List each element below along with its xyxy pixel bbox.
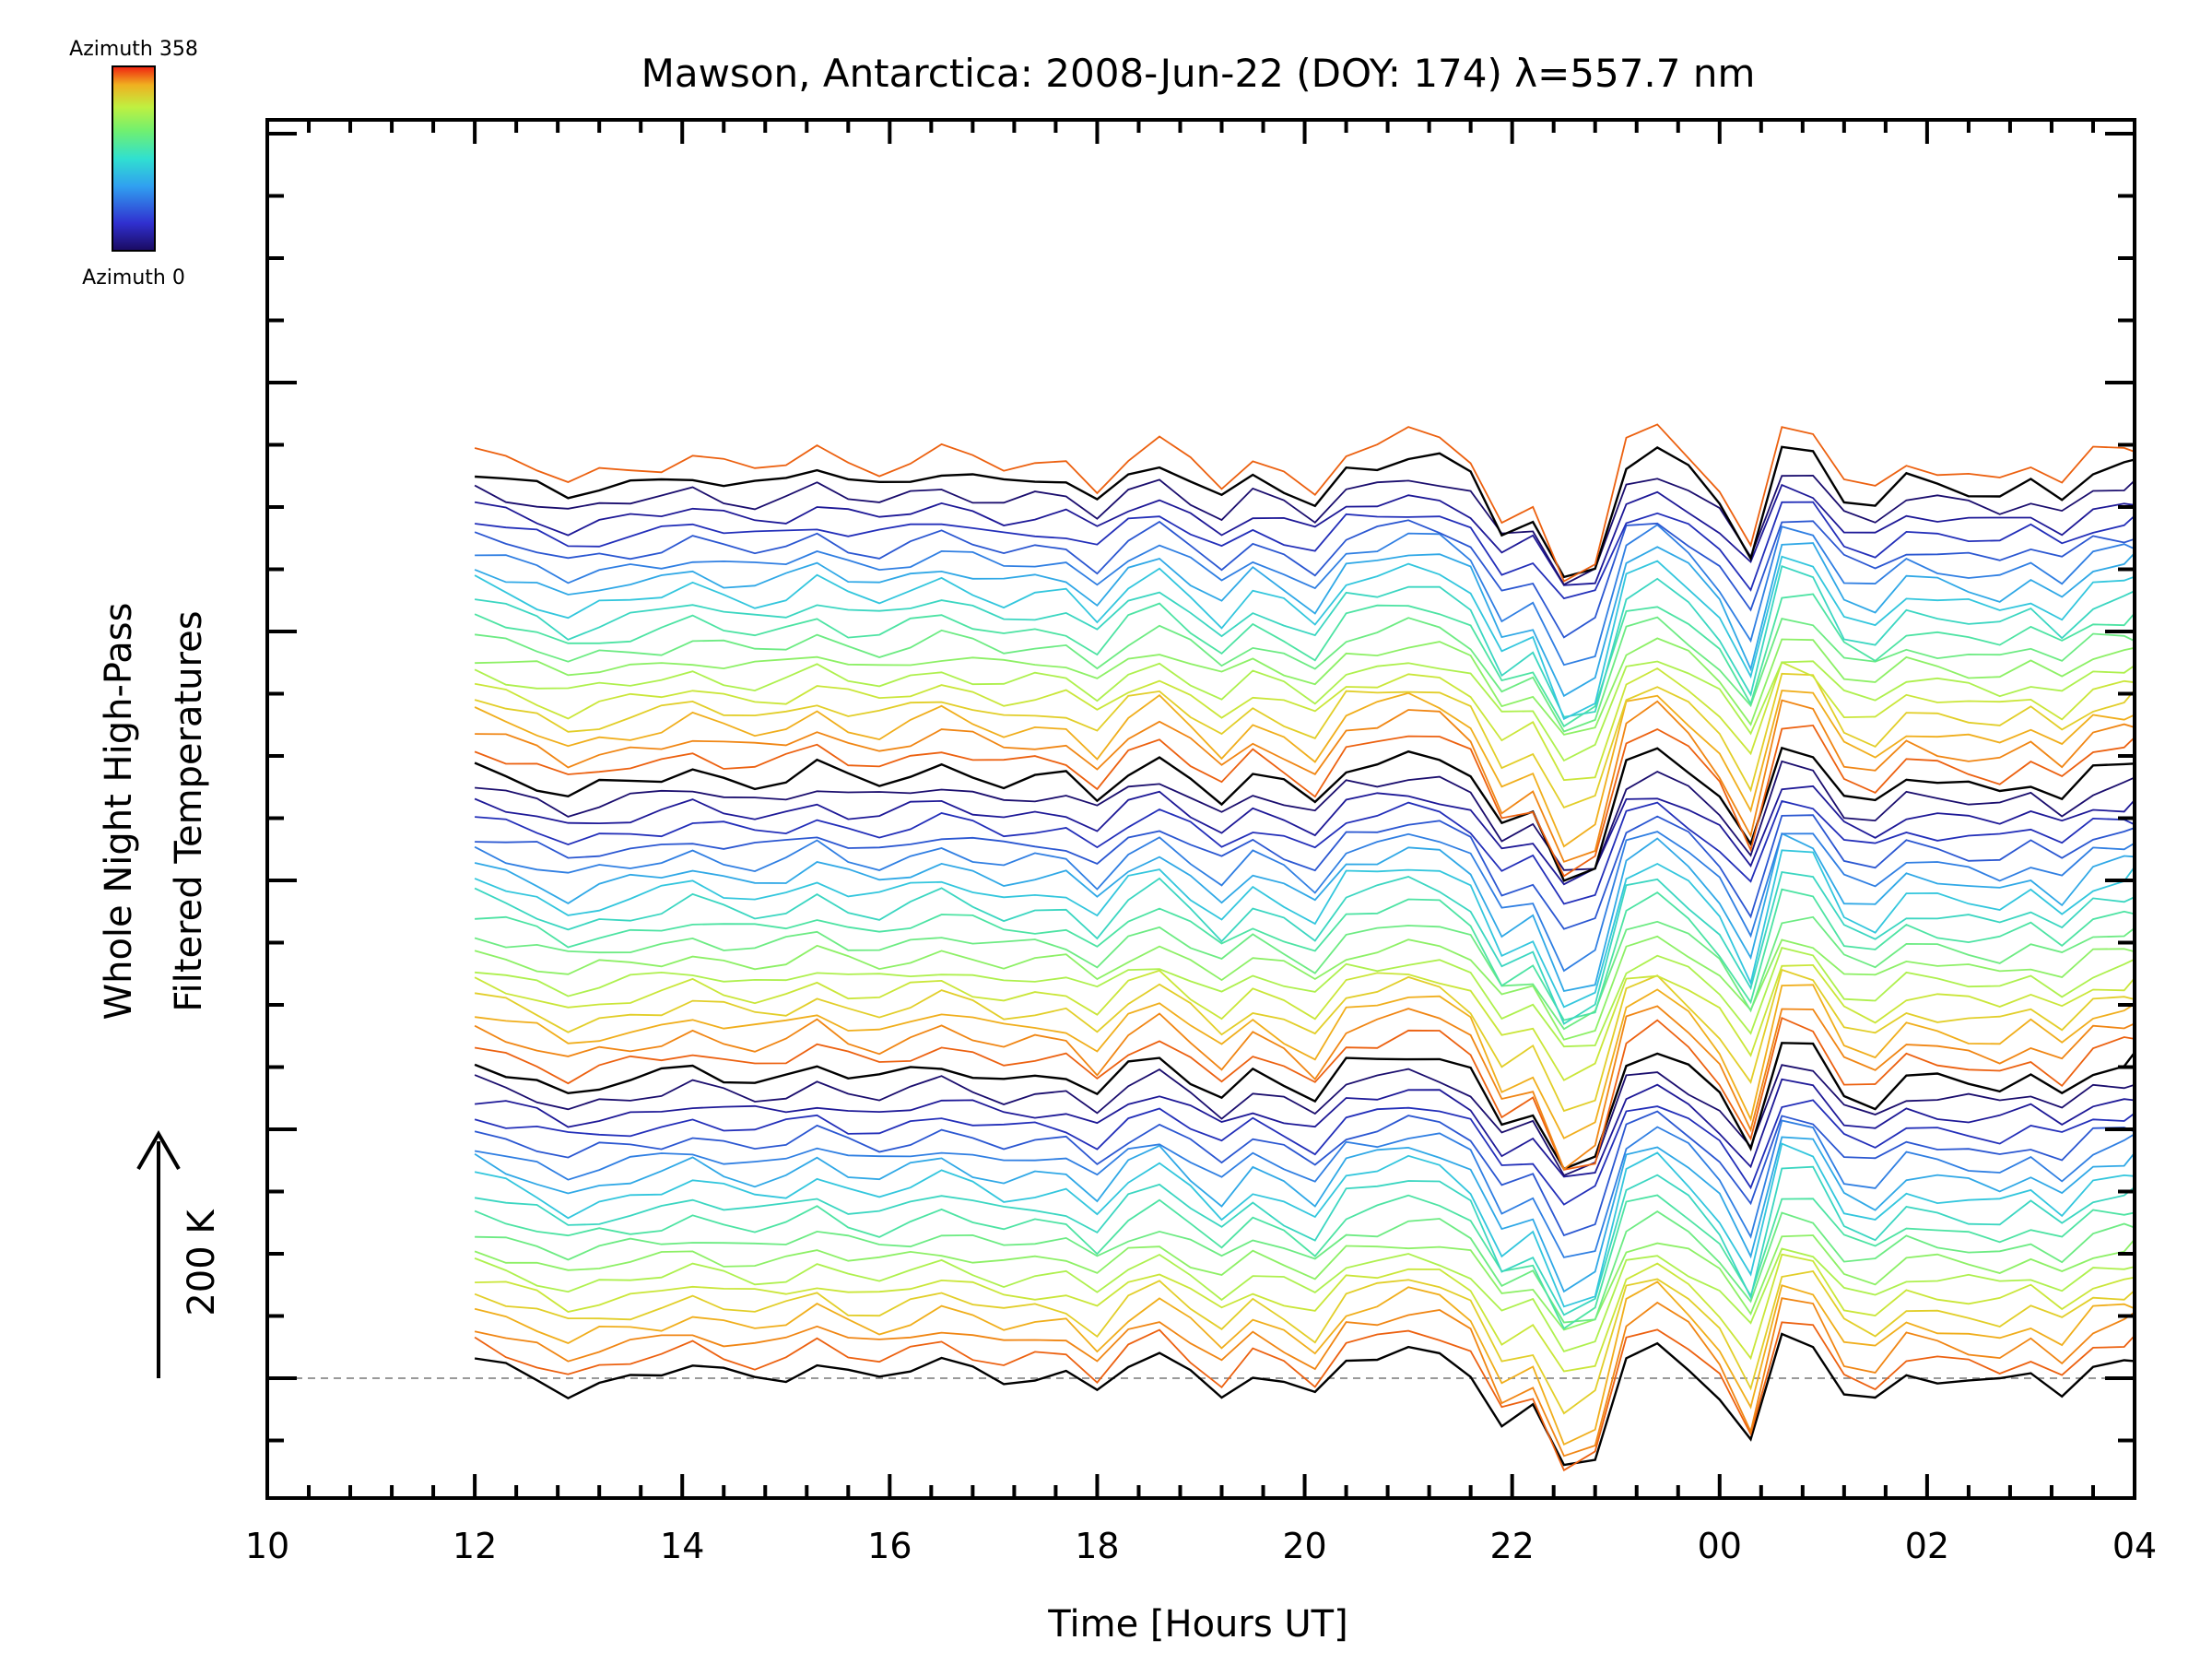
azimuth-trace [474, 1099, 2135, 1206]
azimuth-trace [475, 1253, 2135, 1373]
x-tick-label: 00 [1698, 1526, 1742, 1566]
scale-bar-label: 200 K [181, 1209, 223, 1316]
azimuth-trace [474, 832, 2135, 993]
azimuth-trace [474, 1270, 2135, 1415]
azimuth-trace [474, 660, 2135, 762]
azimuth-trace [474, 690, 2135, 848]
azimuth-trace [474, 785, 2135, 886]
azimuth-trace [474, 661, 2135, 782]
azimuth-trace [474, 746, 2135, 882]
azimuth-trace [475, 947, 2135, 1048]
x-tick-labels: 10 12 14 16 18 20 22 00 02 04 [245, 1526, 2157, 1566]
azimuth-trace [475, 814, 2135, 930]
plot-frame [265, 118, 2136, 1500]
azimuth-trace [474, 1234, 2135, 1331]
y-axis-title-line1: Whole Night High-Pass [98, 603, 140, 1021]
azimuth-trace [475, 445, 2135, 579]
x-tick-label: 10 [245, 1526, 289, 1566]
azimuth-trace [474, 849, 2135, 1009]
azimuth-trace [474, 831, 2135, 973]
azimuth-trace [474, 423, 2135, 583]
azimuth-trace [474, 870, 2135, 1025]
x-tick-label: 20 [1282, 1526, 1326, 1566]
azimuth-trace [474, 1297, 2135, 1457]
azimuth-trace [474, 519, 2135, 639]
azimuth-trace [474, 1280, 2135, 1446]
colorbar-bottom-label: Azimuth 0 [82, 266, 185, 289]
azimuth-trace [474, 1321, 2135, 1472]
azimuth-trace [475, 1078, 2135, 1178]
azimuth-trace [474, 915, 2135, 1031]
azimuth-trace [474, 542, 2135, 698]
x-tick-label: 18 [1075, 1526, 1119, 1566]
azimuth-trace [474, 1110, 2135, 1237]
colorbar-gradient [112, 65, 156, 252]
azimuth-trace [474, 1064, 2135, 1177]
chart-title: Mawson, Antarctica: 2008-Jun-22 (DOY: 17… [641, 51, 1756, 96]
azimuth-trace [474, 483, 2135, 586]
azimuth-trace [475, 699, 2135, 863]
colorbar-top-label: Azimuth 358 [69, 38, 198, 61]
azimuth-trace [474, 672, 2135, 809]
azimuth-trace [475, 888, 2135, 1021]
azimuth-trace [474, 963, 2135, 1081]
x-tick-label: 12 [453, 1526, 497, 1566]
azimuth-trace [474, 968, 2135, 1113]
azimuth-trace [475, 524, 2135, 667]
azimuth-trace [474, 1005, 2135, 1171]
azimuth-trace [474, 1142, 2135, 1308]
scale-bar-arrow-head [136, 1130, 181, 1171]
azimuth-trace [475, 760, 2135, 871]
azimuth-trace [474, 1136, 2135, 1293]
azimuth-trace [474, 1119, 2135, 1258]
scale-bar: 200 K [136, 1130, 223, 1378]
azimuth-trace [475, 1210, 2135, 1324]
x-tick-label: 16 [867, 1526, 912, 1566]
azimuth-trace [474, 1016, 2135, 1171]
azimuth-trace [474, 501, 2135, 600]
azimuth-trace [474, 984, 2135, 1139]
x-tick-label: 02 [1905, 1526, 1949, 1566]
azimuth-trace [474, 1332, 2135, 1467]
x-axis-title: Time [Hours UT] [1047, 1603, 1347, 1646]
azimuth-trace [474, 1042, 2135, 1171]
x-tick-label: 04 [2112, 1526, 2157, 1566]
traces-group [474, 423, 2135, 1472]
azimuth-trace [474, 555, 2135, 721]
azimuth-trace [474, 1194, 2135, 1330]
azimuth-trace [474, 1165, 2135, 1316]
azimuth-trace [474, 935, 2135, 1041]
azimuth-trace [474, 1247, 2135, 1352]
azimuth-trace [475, 637, 2135, 736]
azimuth-trace [475, 799, 2135, 905]
azimuth-trace [474, 593, 2135, 728]
azimuth-trace [474, 474, 2135, 586]
x-tick-label: 14 [660, 1526, 704, 1566]
y-axis-title-line2: Filtered Temperatures [168, 610, 210, 1011]
ticks-group [265, 120, 2136, 1498]
azimuth-trace [474, 565, 2135, 718]
x-tick-label: 22 [1489, 1526, 1534, 1566]
colorbar: Azimuth 358 Azimuth 0 [69, 38, 198, 289]
azimuth-trace [474, 724, 2135, 878]
